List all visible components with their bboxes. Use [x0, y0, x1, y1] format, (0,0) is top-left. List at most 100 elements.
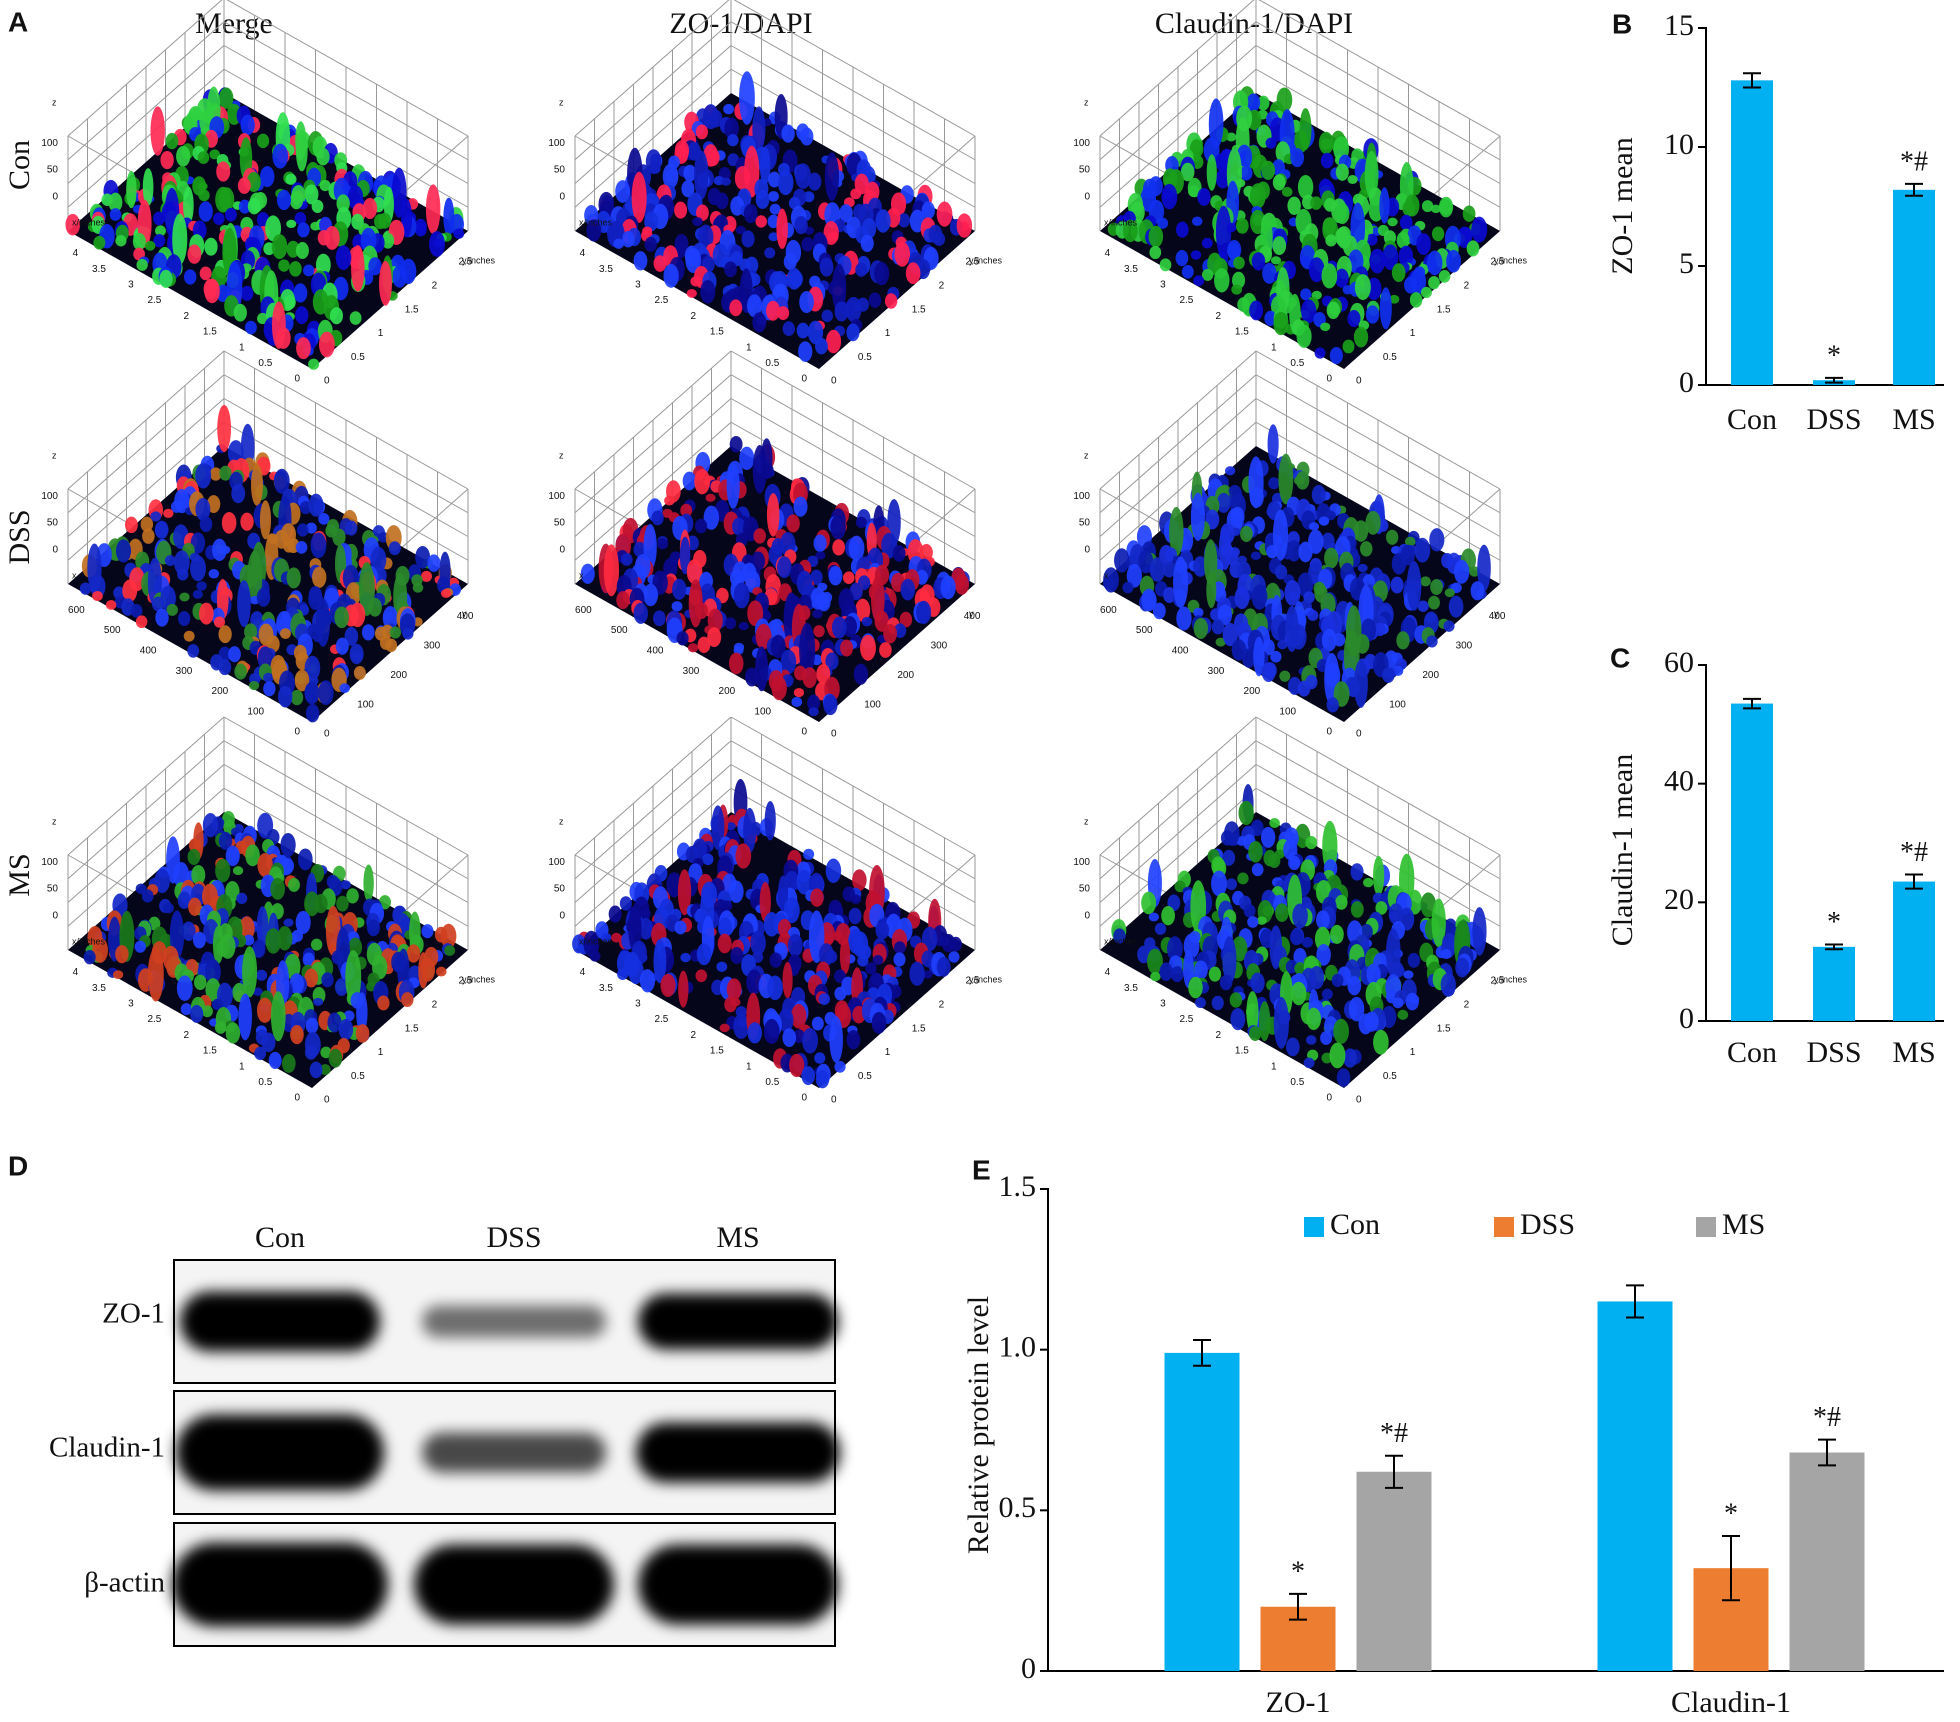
surface-peak	[695, 124, 709, 140]
surface-peak	[414, 222, 427, 237]
surface-peak	[1257, 95, 1270, 111]
x-axis-label: x/inches	[1104, 217, 1138, 227]
surface-peak	[440, 588, 452, 598]
wireframe	[1099, 421, 1257, 561]
x-tick-label: 100	[1279, 706, 1296, 717]
z-tick-label: 0	[52, 911, 58, 922]
surface-peak	[894, 623, 907, 638]
wireframe	[1255, 740, 1501, 880]
surface-peak	[799, 291, 814, 314]
surface-peak	[1217, 604, 1233, 626]
surface-peak	[112, 970, 124, 980]
x-tick-label: 2.5	[654, 295, 668, 306]
surface-plot	[67, 350, 469, 723]
surface-peak	[1314, 347, 1326, 359]
wireframe	[67, 764, 225, 903]
surface-peak	[1348, 996, 1365, 1022]
surface-peak	[692, 217, 703, 227]
surface-peak	[1366, 963, 1381, 985]
surface-peak	[872, 955, 884, 966]
surface-peak	[377, 995, 390, 1011]
surface-peak	[755, 215, 767, 228]
surface-peak	[219, 465, 232, 481]
surface-peak	[252, 987, 263, 996]
surface-peak	[728, 652, 744, 675]
surface-peak	[702, 853, 714, 866]
surface-peak	[335, 637, 349, 655]
surface-peak	[92, 937, 109, 963]
surface-peak	[1246, 991, 1259, 1034]
surface-peak	[142, 168, 154, 207]
surface-peak	[351, 245, 365, 292]
surface-peak	[1149, 557, 1166, 582]
x-tick-label: 100	[247, 706, 264, 717]
surface-peak	[304, 891, 320, 917]
surface-peak	[1308, 257, 1325, 283]
surface-peak	[248, 680, 260, 691]
surface-peak	[1147, 948, 1163, 975]
surface-peak	[177, 568, 189, 581]
surface-peak	[1195, 997, 1206, 1009]
surface-peak	[213, 616, 226, 628]
surface-peak	[1420, 892, 1437, 918]
surface-peak	[216, 161, 231, 182]
surface-peak	[807, 694, 821, 712]
surface-peak	[188, 897, 202, 916]
x-tick-label: 600	[575, 605, 592, 616]
surface-peak	[1330, 924, 1344, 945]
surface-peak	[729, 435, 743, 453]
wireframe	[1255, 716, 1501, 856]
surface-peak	[310, 221, 321, 231]
surface-peak	[1289, 929, 1303, 946]
surface-peak	[1426, 250, 1443, 276]
surface-peak	[628, 905, 642, 952]
surface-peak	[1466, 240, 1480, 257]
surface-peak	[1382, 667, 1395, 683]
surface-peak	[795, 163, 812, 189]
surface-peak	[295, 242, 309, 259]
x-tick-label: Claudin-1	[1671, 1686, 1791, 1719]
surface-peak	[1169, 506, 1184, 557]
surface-peak	[238, 993, 252, 1041]
surface-peak	[796, 322, 810, 339]
surface-peak	[225, 1022, 241, 1044]
surface-peak	[289, 973, 305, 995]
surface-peak	[791, 696, 803, 708]
surface-peak	[628, 959, 644, 985]
y-tick-label: 0.5	[858, 352, 872, 363]
surface-peak	[1428, 595, 1440, 610]
surface-peak	[381, 232, 395, 249]
significance-label: *	[1291, 1556, 1305, 1587]
wireframe	[223, 45, 469, 184]
surface-peak	[1285, 605, 1299, 652]
surface-peak	[777, 556, 792, 579]
surface-peak	[777, 918, 792, 938]
wireframe	[730, 764, 976, 903]
wireframe	[574, 45, 732, 184]
surface-peak	[1201, 268, 1214, 281]
surface-peak	[694, 150, 709, 200]
surface-peak	[205, 959, 221, 985]
wireframe	[1255, 350, 1501, 490]
surface-peak	[811, 1016, 824, 1031]
surface-peak	[215, 858, 231, 883]
surface-peak	[763, 912, 780, 937]
surface-peak	[305, 1017, 319, 1034]
x-axis-label: x	[579, 570, 584, 580]
y-tick-label: 2	[1464, 999, 1470, 1010]
surface-peak	[752, 312, 767, 333]
surface-peak	[1320, 152, 1334, 169]
surface-peak	[1416, 233, 1431, 255]
surface-peak	[808, 172, 822, 191]
surface-peak	[199, 516, 213, 533]
column-title: Merge	[195, 7, 273, 40]
wireframe	[223, 398, 469, 537]
y-tick-label: 300	[424, 641, 441, 652]
surface-peak	[802, 667, 817, 689]
surface-peak	[853, 663, 869, 685]
z-tick-label: 50	[554, 165, 566, 176]
surface-peak	[294, 669, 310, 692]
surface-peak	[214, 1021, 227, 1034]
surface-peak	[1226, 132, 1237, 142]
surface-peak	[150, 106, 165, 156]
